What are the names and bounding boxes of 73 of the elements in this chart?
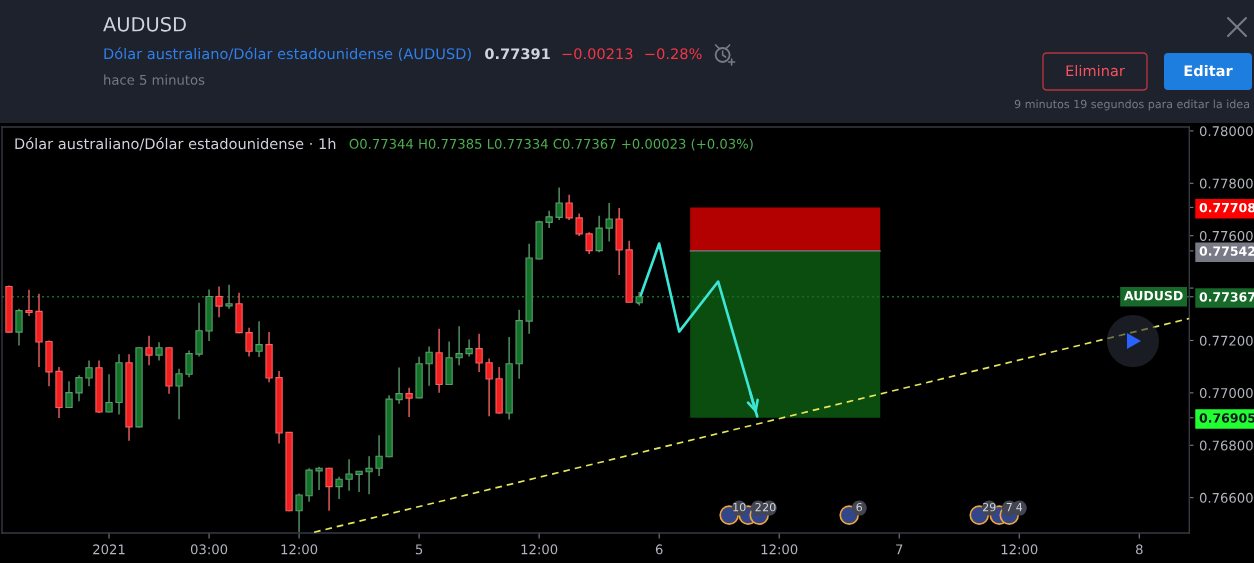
x-tick-label: 12:00	[281, 544, 318, 555]
candlestick	[255, 320, 263, 358]
candlestick	[15, 308, 23, 347]
annotation: 10	[733, 502, 746, 512]
candlestick	[105, 373, 113, 414]
candlestick	[345, 458, 353, 492]
annotation: 20	[762, 502, 776, 512]
x-tick-label: 6	[655, 544, 663, 555]
candlestick	[85, 359, 93, 388]
chart-subtitle: Dólar australiano/Dólar estadounidense (AUDUSD)	[104, 47, 471, 61]
candlestick	[155, 341, 163, 362]
text: −0.00213	[562, 48, 633, 60]
y-tick-label: 0.77800	[1199, 178, 1253, 189]
text: hace 5 minutos	[104, 74, 205, 85]
candlestick	[365, 455, 373, 495]
candlestick	[185, 349, 193, 378]
y-tick-label: 0.76800	[1199, 440, 1253, 451]
annotation: 29	[982, 502, 996, 512]
x-tick-label: 12:00	[1001, 544, 1038, 555]
x-tick-label: 03:00	[190, 544, 228, 555]
x-tick-label: 8	[1135, 544, 1143, 555]
text: Eliminar	[1066, 64, 1125, 77]
candlestick	[565, 194, 573, 221]
candlestick	[605, 202, 613, 243]
annotation: 7	[1006, 503, 1012, 512]
candlestick	[405, 386, 413, 418]
candlestick	[465, 338, 473, 358]
candlestick	[455, 325, 463, 367]
text: 9 minutos 19 segundos para editar la idea	[1014, 99, 1249, 111]
y-tick-label: 0.77367	[1199, 292, 1254, 302]
candlestick	[175, 368, 183, 421]
x-tick-label: 12:00	[761, 544, 798, 555]
candlestick	[485, 357, 493, 417]
text: 0.77391	[485, 48, 550, 60]
annotation: Dólar australiano/Dólar estadounidense · 1h	[15, 137, 336, 151]
candlestick	[555, 186, 563, 221]
candlestick	[325, 467, 333, 512]
ref-line-label: AUDUSD	[1124, 290, 1183, 301]
x-tick-label: 2021	[93, 544, 125, 555]
text: −0.28%	[645, 48, 702, 60]
candlestick	[375, 434, 383, 477]
x-tick-label: 7	[896, 544, 903, 555]
y-tick-label: 0.78000	[1199, 126, 1253, 137]
candlestick	[575, 212, 583, 237]
candlestick	[25, 288, 33, 317]
annotation: 2	[755, 502, 761, 512]
candlestick	[215, 285, 223, 318]
candlestick	[145, 335, 153, 367]
candlestick	[75, 374, 83, 402]
y-tick-label: 0.77200	[1199, 335, 1253, 346]
candlestick	[475, 332, 483, 373]
candlestick	[595, 215, 603, 253]
candlestick	[65, 380, 73, 409]
candlestick	[195, 302, 203, 358]
y-tick-label: 0.77600	[1199, 230, 1253, 241]
line-series	[636, 242, 759, 418]
annotation: 4	[1016, 503, 1023, 512]
x-tick-label: 12:00	[521, 544, 558, 555]
annotation: O0.77344 H0.77385 L0.77334 C0.77367 +0.00023 (+0.03%)	[349, 138, 753, 151]
y-tick-label: 0.77542	[1199, 246, 1254, 256]
candlestick	[335, 475, 343, 500]
candlestick	[585, 231, 593, 255]
text: Editar	[1184, 64, 1233, 77]
candlestick	[245, 326, 253, 358]
candlestick	[425, 345, 433, 387]
candlestick	[395, 366, 403, 405]
x-tick-label: 5	[415, 544, 423, 555]
y-tick-label: 0.76600	[1199, 492, 1253, 503]
candlestick	[295, 492, 303, 533]
candlestick	[315, 466, 323, 491]
chart-title: AUDUSD	[103, 16, 186, 32]
annotation: 6	[856, 502, 863, 512]
y-tick-label: 0.77000	[1199, 388, 1253, 399]
